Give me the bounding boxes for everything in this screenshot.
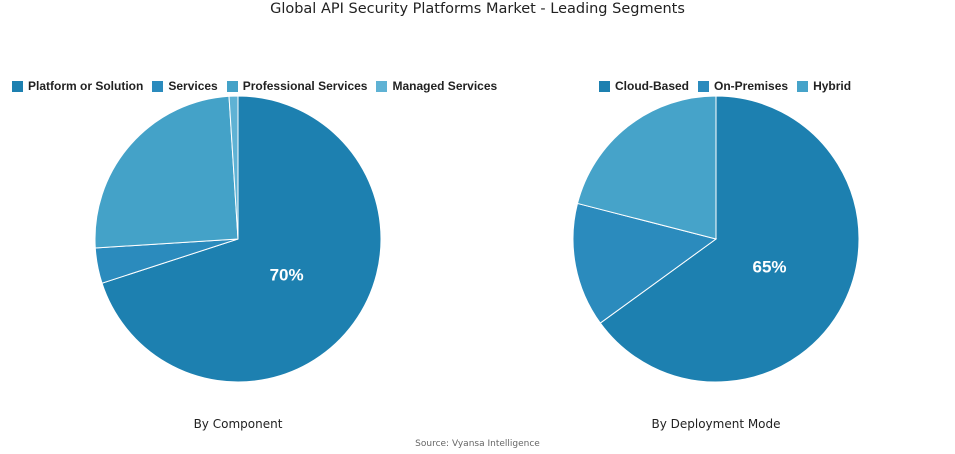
legend-item: Services [152, 79, 218, 93]
legend-item: Cloud-Based [599, 79, 689, 93]
legend-label: On-Premises [714, 79, 789, 93]
legend-item: Platform or Solution [12, 79, 143, 93]
legend-swatch [12, 80, 23, 92]
pie-slice [599, 95, 860, 383]
pie-slice [228, 95, 239, 240]
legend-label: Managed Services [392, 79, 498, 93]
legend-component: Platform or Solution Services Professional… [12, 79, 506, 93]
subtitle-component: By Component [193, 417, 283, 431]
pie-slice [101, 95, 382, 383]
legend-label: Professional Services [242, 79, 368, 93]
legend-swatch [226, 80, 238, 92]
legend-swatch [698, 80, 710, 92]
pie-slice [94, 95, 239, 249]
legend-label: Platform or Solution [28, 79, 144, 93]
legend-label: Cloud-Based [615, 79, 690, 93]
slice-data-label: 65% [752, 257, 786, 276]
chart-title: Global API Security Platforms Market - L… [270, 1, 685, 17]
legend-item: Professional Services [226, 79, 368, 93]
legend-swatch [376, 80, 388, 92]
pie-slice [572, 202, 718, 324]
legend-item: Hybrid [797, 79, 851, 93]
legend-item: Managed Services [376, 79, 497, 93]
legend-swatch [599, 80, 610, 92]
legend-item: On-Premises [698, 79, 788, 93]
subtitle-deployment: By Deployment Mode [651, 417, 781, 431]
legend-swatch [152, 80, 164, 92]
legend-label: Hybrid [813, 79, 852, 93]
legend-swatch [797, 80, 809, 92]
source-note: Source: Vyansa Intelligence [415, 439, 540, 449]
slice-data-label: 70% [270, 265, 304, 284]
pie-slice [576, 95, 717, 240]
legend-deployment: Cloud-Based On-Premises Hybrid [599, 79, 860, 93]
legend-label: Services [168, 79, 218, 93]
